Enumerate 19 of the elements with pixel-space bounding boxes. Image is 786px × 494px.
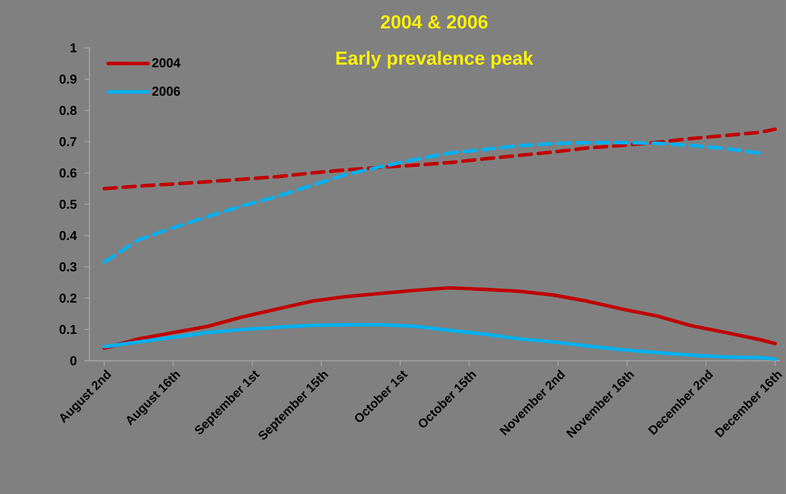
y-tick-label: 0.9: [60, 74, 76, 84]
y-tick-label: 0: [70, 356, 76, 366]
y-tick-label: 0.3: [60, 262, 77, 272]
y-tick-label: 0.2: [60, 293, 76, 303]
line-series: [102, 140, 762, 264]
y-tick-label: 0.7: [60, 136, 76, 146]
legend-label: 2004: [152, 58, 180, 68]
y-tick-label: 0.5: [60, 200, 77, 209]
chart-title: 2004 & 2006: [380, 15, 488, 28]
y-tick-label: 0.4: [60, 230, 77, 240]
y-tick-label: 1: [70, 43, 77, 52]
legend-label: 2006: [152, 86, 180, 96]
line-series: [102, 127, 777, 190]
y-tick-label: 0.8: [60, 106, 77, 115]
chart-subtitle: Early prevalence peak: [336, 50, 534, 68]
line-series: [102, 286, 777, 350]
y-tick-label: 0.6: [60, 168, 77, 178]
line-series: [102, 322, 777, 361]
y-tick-label: 0.1: [60, 324, 77, 334]
